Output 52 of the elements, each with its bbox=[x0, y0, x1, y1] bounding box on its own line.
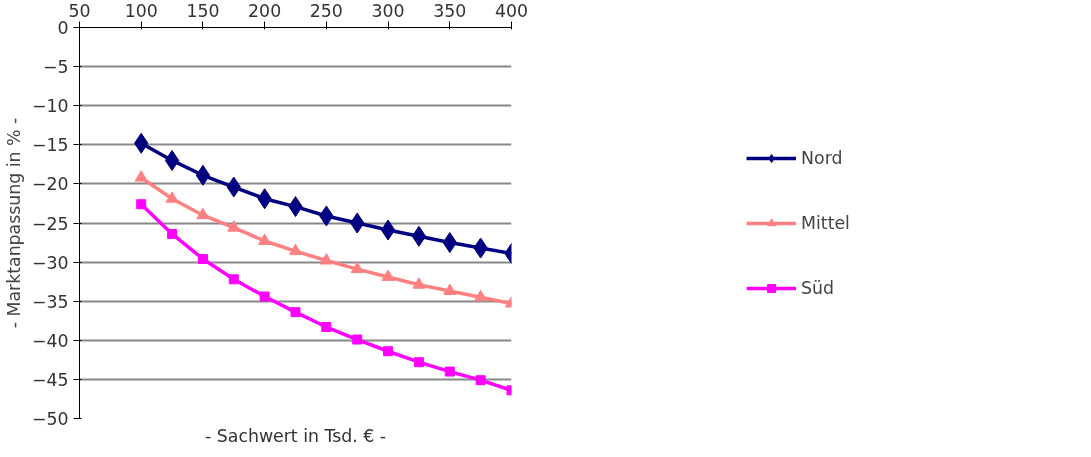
point bbox=[352, 334, 363, 345]
y-tick-label: 0 bbox=[57, 18, 69, 38]
x-axis-title: - Sachwert in Tsd. € - bbox=[205, 425, 386, 446]
point bbox=[321, 322, 332, 333]
point bbox=[443, 283, 457, 295]
point bbox=[319, 253, 333, 265]
legend-label: Süd bbox=[801, 277, 835, 298]
x-tick-label: 150 bbox=[186, 0, 220, 21]
point bbox=[136, 199, 147, 210]
point bbox=[165, 191, 179, 203]
y-axis-title: - Marktanpassung in % - bbox=[3, 117, 24, 329]
point bbox=[227, 220, 241, 232]
x-tick-label: 200 bbox=[248, 0, 282, 21]
y-tick-label: −30 bbox=[31, 252, 69, 273]
point bbox=[383, 346, 394, 357]
point bbox=[475, 375, 486, 386]
point bbox=[197, 253, 208, 264]
point bbox=[258, 233, 272, 245]
point bbox=[412, 277, 426, 289]
y-tick-label: −5 bbox=[42, 57, 69, 78]
legend-label: Nord bbox=[801, 147, 843, 168]
point bbox=[413, 357, 424, 368]
y-tick-label: −50 bbox=[31, 409, 69, 429]
point bbox=[228, 274, 239, 285]
point bbox=[381, 269, 395, 281]
y-tick-label: −15 bbox=[31, 135, 69, 156]
x-tick-label: 400 bbox=[494, 0, 529, 21]
x-tick-label: 250 bbox=[309, 0, 343, 21]
x-tick-label: 350 bbox=[433, 0, 467, 21]
point bbox=[196, 207, 210, 220]
point bbox=[474, 289, 488, 302]
y-tick-label: −35 bbox=[31, 291, 69, 312]
y-tick-label: −20 bbox=[31, 174, 69, 195]
y-tick-label: −25 bbox=[31, 213, 69, 234]
point bbox=[134, 170, 148, 182]
y-tick-label: −10 bbox=[31, 96, 69, 117]
point bbox=[350, 261, 364, 274]
point bbox=[195, 164, 211, 186]
x-tick-label: 100 bbox=[124, 0, 158, 21]
x-tick-label: 300 bbox=[371, 0, 405, 21]
point bbox=[444, 366, 455, 377]
point bbox=[411, 225, 427, 247]
y-tick-label: −40 bbox=[31, 330, 69, 351]
point bbox=[167, 228, 178, 239]
y-tick-label: −45 bbox=[31, 369, 69, 390]
point bbox=[290, 307, 301, 318]
point bbox=[289, 243, 302, 256]
legend-label: Mittel bbox=[801, 212, 850, 233]
point bbox=[259, 291, 270, 302]
point bbox=[164, 149, 180, 171]
point bbox=[380, 219, 396, 241]
x-tick-label: 50 bbox=[68, 0, 91, 21]
